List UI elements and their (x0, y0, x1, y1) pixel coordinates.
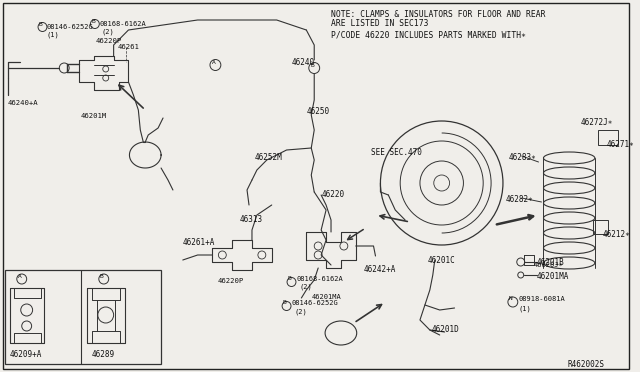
Text: 46201D: 46201D (432, 325, 460, 334)
Text: (2): (2) (300, 284, 312, 291)
Text: 46240+A: 46240+A (8, 100, 38, 106)
Text: 46201MA: 46201MA (311, 294, 341, 300)
Text: 46201M: 46201M (81, 113, 108, 119)
Text: R462002S: R462002S (567, 360, 604, 369)
Text: N: N (509, 296, 513, 301)
Text: 46252M: 46252M (255, 153, 283, 162)
Text: 08146-6252G: 08146-6252G (291, 300, 339, 306)
Text: B: B (91, 19, 95, 24)
Text: 46220P: 46220P (96, 38, 122, 44)
Text: 46209+A: 46209+A (10, 350, 42, 359)
Text: 46272J∗: 46272J∗ (581, 118, 613, 127)
Text: 46289: 46289 (92, 350, 115, 359)
Text: 46250: 46250 (307, 107, 330, 116)
Text: 46201C: 46201C (428, 256, 456, 265)
Text: NOTE: CLAMPS & INSULATORS FOR FLOOR AND REAR: NOTE: CLAMPS & INSULATORS FOR FLOOR AND … (331, 10, 545, 19)
Text: 46201B: 46201B (536, 258, 564, 267)
Text: 46313: 46313 (240, 215, 263, 224)
Text: (1): (1) (519, 305, 531, 311)
Text: 46242+A: 46242+A (364, 265, 396, 274)
Text: 46282∗: 46282∗ (506, 195, 534, 204)
Text: 46283∗: 46283∗ (509, 153, 536, 162)
Text: 46271∗: 46271∗ (607, 140, 634, 149)
Text: (2): (2) (102, 29, 115, 35)
Bar (598, 130, 618, 145)
Text: 46220P: 46220P (218, 278, 244, 284)
Text: B: B (287, 276, 291, 282)
Bar (5, 270, 161, 364)
Text: 46261+A: 46261+A (183, 238, 215, 247)
Text: 46020J∗: 46020J∗ (534, 262, 563, 268)
Text: 46240: 46240 (291, 58, 315, 67)
Text: (1): (1) (47, 31, 60, 38)
Text: (2): (2) (294, 308, 307, 315)
Text: A: A (212, 60, 215, 64)
Text: B: B (100, 273, 104, 279)
Text: 46261: 46261 (118, 44, 140, 50)
Text: B: B (283, 301, 287, 305)
Text: 46201MA: 46201MA (536, 272, 569, 281)
Text: 46220: 46220 (321, 190, 344, 199)
Text: ARE LISTED IN SEC173: ARE LISTED IN SEC173 (331, 19, 429, 28)
Text: 08168-6162A: 08168-6162A (99, 20, 146, 26)
Text: 46212∗: 46212∗ (603, 230, 630, 239)
Text: 08918-6081A: 08918-6081A (519, 296, 566, 302)
Text: SEE SEC.470: SEE SEC.470 (371, 148, 421, 157)
Text: A: A (18, 273, 22, 279)
Text: 08168-6162A: 08168-6162A (296, 276, 343, 282)
Text: P/CODE 46220 INCLUDES PARTS MARKED WITH∗: P/CODE 46220 INCLUDES PARTS MARKED WITH∗ (331, 30, 526, 39)
Text: 08146-6252G: 08146-6252G (47, 23, 93, 29)
Text: B: B (310, 62, 314, 67)
Text: B: B (38, 22, 42, 26)
Bar (593, 220, 608, 234)
